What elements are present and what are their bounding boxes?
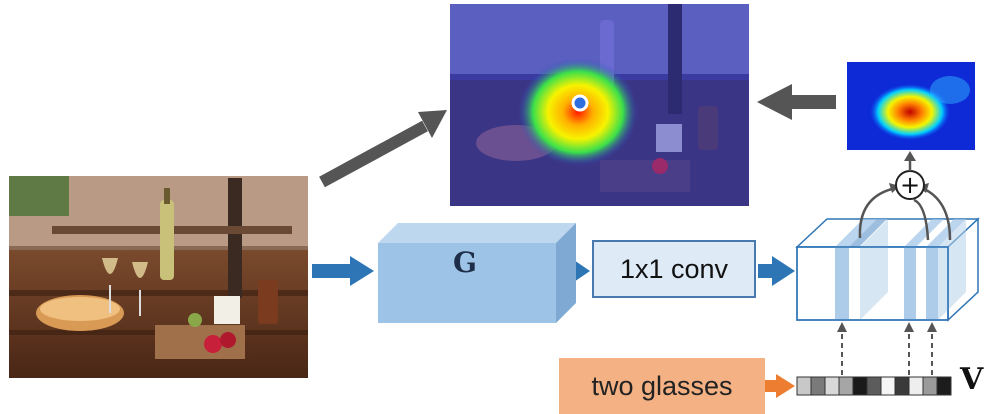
vector-label: V	[960, 362, 984, 397]
conv-box: 1x1 conv	[592, 240, 756, 298]
gray-arrow-to-attention	[319, 110, 447, 188]
query-label: two glasses	[591, 370, 733, 401]
dashed-arrows	[841, 330, 933, 375]
backbone-g-box	[378, 223, 576, 323]
blue-arrow-input-to-g	[312, 256, 374, 286]
query-vector	[796, 376, 952, 396]
blue-arrow-conv-to-tensor	[758, 256, 795, 286]
vector-cell	[824, 376, 840, 396]
gray-arrow-from-heatmap	[757, 84, 836, 120]
feature-tensor-box	[795, 217, 980, 322]
vector-cell	[880, 376, 896, 396]
orange-arrow-query-to-vector	[765, 374, 795, 398]
vector-cell	[852, 376, 868, 396]
vector-cell	[810, 376, 826, 396]
vector-cell	[866, 376, 882, 396]
plus-symbol: +	[900, 171, 920, 199]
query-box: two glasses	[559, 358, 765, 414]
vector-cell	[908, 376, 924, 396]
conv-label: 1x1 conv	[619, 253, 729, 284]
input-photo	[9, 176, 308, 378]
small-heatmap	[847, 62, 975, 150]
backbone-label: G	[453, 246, 477, 279]
arrow-plus-to-heatmap	[904, 151, 916, 171]
vector-cell	[922, 376, 938, 396]
vector-cell	[796, 376, 812, 396]
sum-arrows	[858, 186, 952, 241]
attention-map-image	[450, 4, 749, 206]
vector-cell	[838, 376, 854, 396]
vector-cell	[894, 376, 910, 396]
vector-cell	[936, 376, 952, 396]
